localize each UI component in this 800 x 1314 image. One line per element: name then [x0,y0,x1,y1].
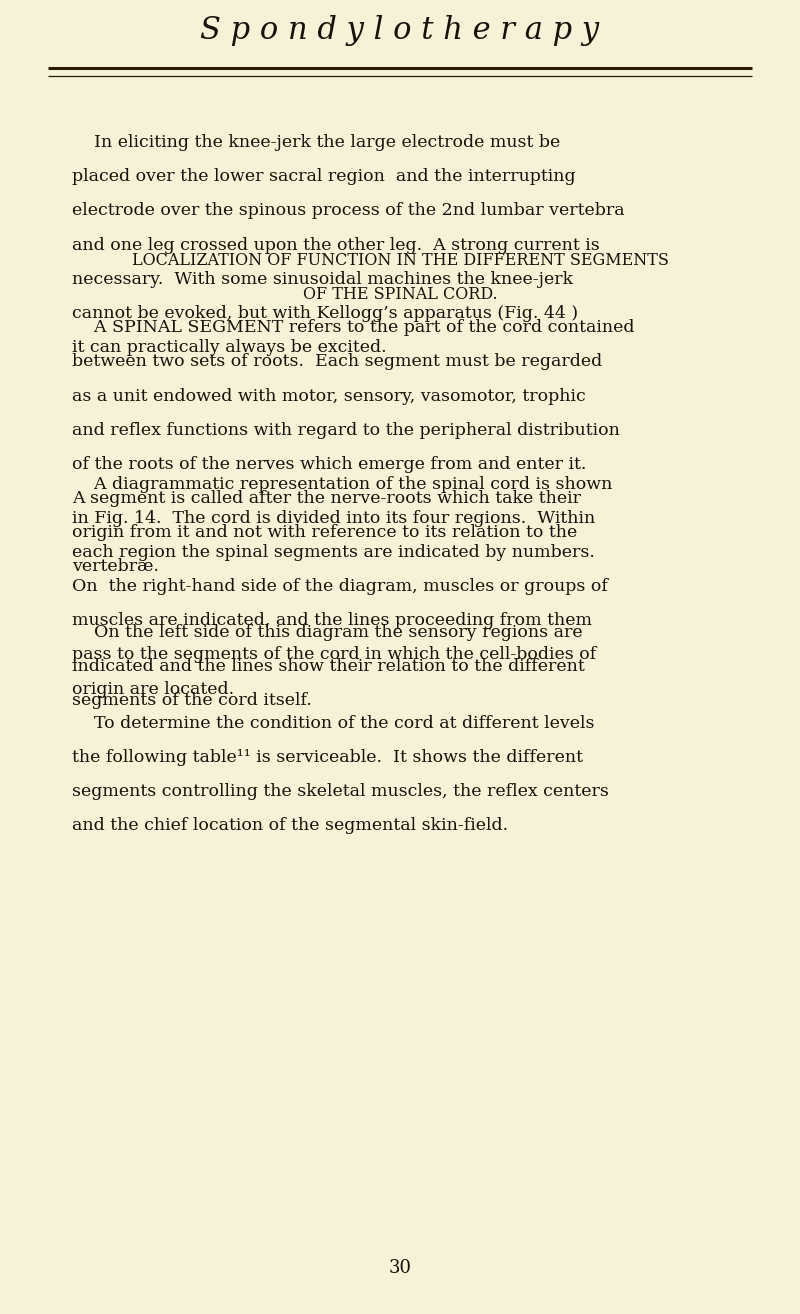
Text: segments controlling the skeletal muscles, the reflex centers: segments controlling the skeletal muscle… [72,783,609,800]
Text: it can practically always be excited.: it can practically always be excited. [72,339,386,356]
Text: in Fig. 14.  The cord is divided into its four regions.  Within: in Fig. 14. The cord is divided into its… [72,510,595,527]
Text: of the roots of the nerves which emerge from and enter it.: of the roots of the nerves which emerge … [72,456,586,473]
Text: placed over the lower sacral region  and the interrupting: placed over the lower sacral region and … [72,168,576,185]
Text: necessary.  With some sinusoidal machines the knee-jerk: necessary. With some sinusoidal machines… [72,271,573,288]
Text: between two sets of roots.  Each segment must be regarded: between two sets of roots. Each segment … [72,353,602,371]
Text: and one leg crossed upon the other leg.  A strong current is: and one leg crossed upon the other leg. … [72,237,600,254]
Text: pass to the segments of the cord in which the cell-bodies of: pass to the segments of the cord in whic… [72,646,596,664]
Text: LOCALIZATION OF FUNCTION IN THE DIFFERENT SEGMENTS: LOCALIZATION OF FUNCTION IN THE DIFFEREN… [131,252,669,269]
Text: muscles are indicated, and the lines proceeding from them: muscles are indicated, and the lines pro… [72,612,592,629]
Text: cannot be evoked, but with Kellogg’s apparatus (Fig. 44 ): cannot be evoked, but with Kellogg’s app… [72,305,578,322]
Text: origin are located.: origin are located. [72,681,234,698]
Text: To determine the condition of the cord at different levels: To determine the condition of the cord a… [72,715,594,732]
Text: A diagrammatic representation of the spinal cord is shown: A diagrammatic representation of the spi… [72,476,612,493]
Text: indicated and the lines show their relation to the different: indicated and the lines show their relat… [72,658,585,675]
Text: and the chief location of the segmental skin-field.: and the chief location of the segmental … [72,817,508,834]
Text: each region the spinal segments are indicated by numbers.: each region the spinal segments are indi… [72,544,595,561]
Text: On the left side of this diagram the sensory regions are: On the left side of this diagram the sen… [72,624,582,641]
Text: electrode over the spinous process of the 2nd lumbar vertebra: electrode over the spinous process of th… [72,202,625,219]
Text: On  the right-hand side of the diagram, muscles or groups of: On the right-hand side of the diagram, m… [72,578,608,595]
Text: In eliciting the knee-jerk the large electrode must be: In eliciting the knee-jerk the large ele… [72,134,560,151]
Text: S p o n d y l o t h e r a p y: S p o n d y l o t h e r a p y [201,14,599,46]
Text: vertebræ.: vertebræ. [72,558,159,576]
Text: A segment is called after the nerve-roots which take their: A segment is called after the nerve-root… [72,490,581,507]
Text: 30: 30 [389,1259,411,1277]
Text: A SPINAL SEGMENT refers to the part of the cord contained: A SPINAL SEGMENT refers to the part of t… [72,319,634,336]
Text: the following table¹¹ is serviceable.  It shows the different: the following table¹¹ is serviceable. It… [72,749,583,766]
Text: and reflex functions with regard to the peripheral distribution: and reflex functions with regard to the … [72,422,620,439]
Text: OF THE SPINAL CORD.: OF THE SPINAL CORD. [302,286,498,304]
Text: segments of the cord itself.: segments of the cord itself. [72,692,312,710]
Text: origin from it and not with reference to its relation to the: origin from it and not with reference to… [72,524,578,541]
Text: as a unit endowed with motor, sensory, vasomotor, trophic: as a unit endowed with motor, sensory, v… [72,388,586,405]
